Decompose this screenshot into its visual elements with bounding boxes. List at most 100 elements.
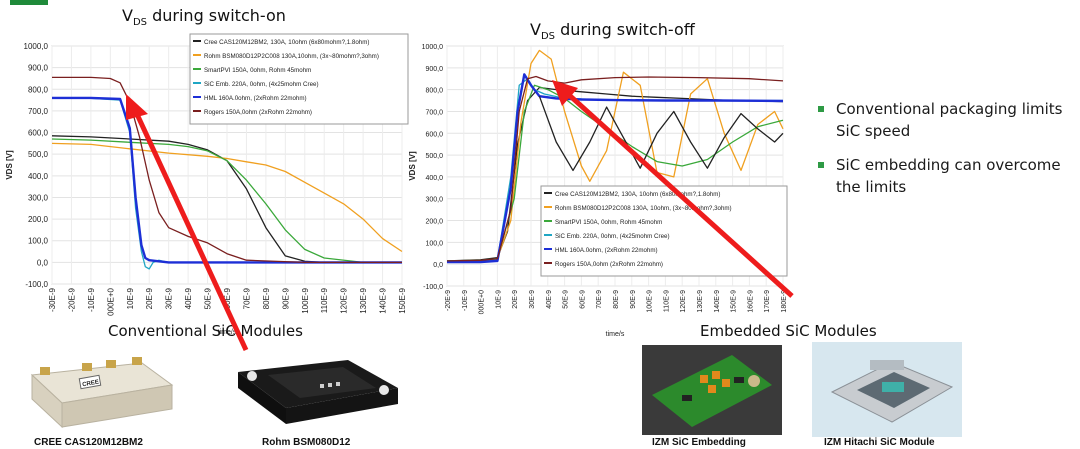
legend-entry: Rohm BSM080D12P2C008 130A,10ohm, (3x~80m… — [204, 53, 379, 60]
y-tick-label: 100,0 — [28, 237, 49, 246]
y-tick-label: 700,0 — [28, 107, 49, 116]
accent-bar — [10, 0, 48, 5]
y-tick-label: 900,0 — [28, 64, 49, 73]
x-tick-label: 70E-9 — [242, 287, 251, 309]
y-tick-label: 200,0 — [28, 215, 49, 224]
bullet-square-icon — [818, 162, 824, 168]
x-tick-label: 20E-9 — [512, 290, 519, 309]
izm-hitachi-caption: IZM Hitachi SiC Module — [824, 437, 935, 448]
x-tick-label: 30E-9 — [165, 287, 174, 309]
x-tick-label: 100E-9 — [301, 287, 310, 313]
bullet-list: Conventional packaging limits SiC speed … — [818, 98, 1080, 210]
legend-entry: HML 160A.0ohm, (2xRohm 22mohm) — [204, 95, 307, 102]
x-tick-label: 110E-9 — [320, 287, 329, 313]
x-tick-label: 40E-9 — [546, 290, 553, 309]
left-chart: 1000,0 900,0 800,0 700,0 600,0 500,0 400,0 300,… — [5, 33, 409, 336]
y-tick-label: 200,0 — [425, 219, 443, 226]
y-tick-label: 300,0 — [425, 197, 443, 204]
x-tick-label: 150E-9 — [398, 287, 407, 313]
x-tick-label: 40E-9 — [184, 287, 193, 309]
izm-hitachi-photo — [812, 342, 962, 437]
y-tick-label: 700,0 — [425, 109, 443, 116]
x-tick-label: -20E-9 — [67, 287, 76, 312]
bullet-item: SiC embedding can overcome the limits — [818, 154, 1080, 198]
legend-entry: Rohm BSM080D12P2C008 130A, 10ohm, (3x~80… — [555, 205, 732, 212]
y-tick-label: 100,0 — [425, 240, 443, 247]
right-chart: 1000,0 900,0 800,0 700,0 600,0 500,0 400,0 300,… — [408, 44, 788, 338]
x-tick-label: 000E+0 — [106, 287, 115, 315]
legend-entry: SiC Emb. 220A, 0ohm, (4x25mohm Cree) — [204, 81, 319, 88]
legend-entry: SiC Emb. 220A, 0ohm, (4x25mohm Cree) — [555, 233, 670, 240]
x-tick-label: 100E-9 — [647, 290, 654, 313]
x-tick-label: 90E-9 — [630, 290, 637, 309]
y-tick-label: 400,0 — [425, 175, 443, 182]
x-tick-label: 160E-9 — [747, 290, 754, 313]
y-tick-label: 500,0 — [425, 153, 443, 160]
y-tick-label: 0,0 — [37, 258, 49, 267]
embedded-modules-label: Embedded SiC Modules — [700, 322, 877, 340]
y-tick-label: 0,0 — [433, 262, 443, 269]
bullet-item: Conventional packaging limits SiC speed — [818, 98, 1080, 142]
legend-box — [189, 33, 409, 125]
izm-embedding-photo — [642, 345, 782, 435]
x-tick-label: 140E-9 — [714, 290, 721, 313]
y-tick-label: 800,0 — [425, 88, 443, 95]
y-axis-label: VDS [V] — [408, 151, 417, 181]
y-tick-label: 900,0 — [425, 66, 443, 73]
x-tick-label: 90E-9 — [281, 287, 290, 309]
y-tick-label: -100,0 — [423, 284, 443, 291]
left-chart-title: VDS during switch-on — [122, 6, 286, 29]
x-tick-label: 60E-9 — [579, 290, 586, 309]
x-tick-label: -30E-9 — [48, 287, 57, 312]
x-tick-label: 70E-9 — [596, 290, 603, 309]
y-tick-label: -100,0 — [25, 280, 48, 289]
y-tick-label: 1000,0 — [422, 44, 444, 51]
legend-entry: Cree CAS120M12BM2, 130A, 10ohm (6x80mohm… — [555, 191, 720, 198]
x-tick-label: 50E-9 — [204, 287, 213, 309]
y-tick-label: 600,0 — [425, 131, 443, 138]
rohm-module-photo — [238, 360, 398, 424]
cree-logo-text: CREE — [82, 380, 99, 389]
x-axis-label: time/s — [606, 331, 625, 338]
izm-embedding-caption: IZM SiC Embedding — [652, 437, 746, 448]
y-tick-label: 1000,0 — [24, 42, 49, 51]
x-tick-label: 180E-9 — [781, 290, 788, 313]
y-tick-label: 300,0 — [28, 193, 49, 202]
x-tick-label: 130E-9 — [697, 290, 704, 313]
legend-entry: SmartPVI 150A, 0ohm, Rohm 45mohm — [555, 219, 662, 226]
y-tick-label: 500,0 — [28, 150, 49, 159]
x-tick-label: 10E-9 — [495, 290, 502, 309]
x-tick-label: 150E-9 — [731, 290, 738, 313]
y-tick-label: 400,0 — [28, 172, 49, 181]
x-tick-label: 20E-9 — [145, 287, 154, 309]
x-tick-label: -20E-9 — [445, 290, 452, 311]
x-tick-label: 10E-9 — [126, 287, 135, 309]
x-tick-label: 170E-9 — [764, 290, 771, 313]
y-tick-label: 600,0 — [28, 129, 49, 138]
y-axis-label: VDS [V] — [5, 150, 14, 180]
x-tick-label: 130E-9 — [359, 287, 368, 313]
legend-entry: SmartPVI 150A, 0ohm, Rohm 45mohm — [204, 67, 311, 74]
legend-entry: Rogers 150A,0ohm (2xRohm 22mohm) — [204, 109, 312, 116]
x-tick-label: 60E-9 — [223, 287, 232, 309]
x-tick-label: 110E-9 — [663, 290, 670, 312]
legend-entry: Rogers 150A,0ohm (2xRohm 22mohm) — [555, 261, 663, 268]
x-tick-label: 30E-9 — [529, 290, 536, 309]
x-tick-label: 000E+0 — [479, 290, 486, 314]
conventional-modules-label: Conventional SiC Modules — [108, 322, 303, 340]
right-chart-title: VDS during switch-off — [530, 20, 695, 43]
x-tick-label: 50E-9 — [563, 290, 570, 309]
x-tick-label: 120E-9 — [680, 290, 687, 313]
cree-module-photo: CREE — [30, 357, 174, 429]
x-tick-label: 120E-9 — [340, 287, 349, 313]
legend-entry: Cree CAS120M12BM2, 130A, 10ohm (6x80mohm… — [204, 39, 369, 46]
x-tick-label: 140E-9 — [379, 287, 388, 313]
rohm-caption: Rohm BSM080D12 — [262, 437, 351, 448]
x-tick-label: -10E-9 — [87, 287, 96, 312]
cree-caption: CREE CAS120M12BM2 — [34, 437, 143, 448]
bullet-square-icon — [818, 106, 824, 112]
x-tick-label: -10E-9 — [462, 290, 469, 311]
x-tick-label: 80E-9 — [613, 290, 620, 309]
x-tick-label: 80E-9 — [262, 287, 271, 309]
y-tick-label: 800,0 — [28, 85, 49, 94]
